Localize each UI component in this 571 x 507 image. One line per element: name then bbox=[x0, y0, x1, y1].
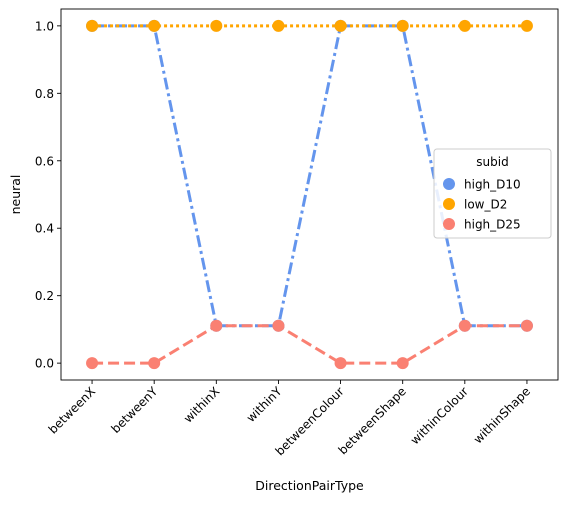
x-tick-label: withinX bbox=[181, 384, 222, 425]
x-tick-label: withinColour bbox=[408, 384, 471, 447]
x-axis-title: DirectionPairType bbox=[255, 478, 364, 493]
data-point-low_D2 bbox=[334, 19, 347, 32]
x-tick-label: betweenY bbox=[109, 384, 161, 436]
legend-label-high_D10: high_D10 bbox=[464, 178, 521, 192]
series-line-high_D25 bbox=[92, 324, 527, 365]
data-point-high_D25 bbox=[272, 319, 285, 332]
y-tick-label: 0.6 bbox=[35, 154, 54, 168]
y-tick-label: 0.4 bbox=[35, 222, 54, 236]
plot-frame bbox=[60, 8, 559, 381]
data-point-high_D25 bbox=[520, 319, 533, 332]
series-line-high_D10 bbox=[92, 24, 527, 328]
y-tick-label: 0.8 bbox=[35, 87, 54, 101]
x-tick-label: betweenShape bbox=[336, 384, 409, 457]
data-point-low_D2 bbox=[520, 19, 533, 32]
legend-box bbox=[433, 148, 552, 239]
y-tick-label: 1.0 bbox=[35, 19, 54, 33]
data-point-low_D2 bbox=[272, 19, 285, 32]
legend-marker-low_D2 bbox=[443, 198, 455, 210]
data-point-low_D2 bbox=[148, 19, 161, 32]
data-point-high_D25 bbox=[396, 357, 409, 370]
data-point-high_D25 bbox=[210, 319, 223, 332]
data-point-low_D2 bbox=[396, 19, 409, 32]
data-point-low_D2 bbox=[86, 19, 99, 32]
legend-label-low_D2: low_D2 bbox=[464, 198, 507, 212]
legend-marker-high_D25 bbox=[443, 218, 455, 230]
x-tick-label: withinY bbox=[244, 384, 285, 425]
y-axis-title: neural bbox=[8, 175, 23, 215]
data-point-low_D2 bbox=[458, 19, 471, 32]
data-point-high_D25 bbox=[86, 357, 99, 370]
legend-label-high_D25: high_D25 bbox=[464, 218, 521, 232]
legend-marker-high_D10 bbox=[443, 178, 455, 190]
y-tick-label: 0.2 bbox=[35, 289, 54, 303]
legend-title: subid bbox=[476, 155, 508, 169]
x-tick-label: withinShape bbox=[471, 384, 533, 446]
data-point-low_D2 bbox=[210, 19, 223, 32]
data-point-high_D25 bbox=[334, 357, 347, 370]
x-tick-label: betweenX bbox=[46, 384, 98, 436]
y-tick-label: 0.0 bbox=[35, 357, 54, 371]
data-point-high_D25 bbox=[148, 357, 161, 370]
data-point-high_D25 bbox=[458, 319, 471, 332]
